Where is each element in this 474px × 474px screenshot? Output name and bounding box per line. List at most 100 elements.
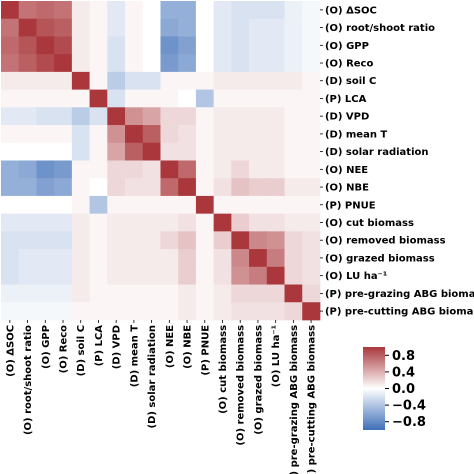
heatmap-cell (266, 36, 285, 55)
column-label: (P) PNUE (200, 325, 211, 376)
heatmap-cell (54, 160, 73, 179)
heatmap-cell (195, 54, 215, 73)
heatmap-cell (18, 71, 37, 90)
column-label: (O) GPP (41, 325, 52, 369)
heatmap-cell (89, 231, 108, 250)
heatmap-cell (142, 178, 161, 197)
row-label: (O) NEE (325, 165, 368, 176)
row-label: (D) soil C (325, 76, 376, 87)
column-label: (D) mean T (129, 325, 140, 387)
heatmap-cell (284, 36, 303, 55)
heatmap-cell (54, 249, 73, 268)
row-label: (P) pre-grazing ABG biomass (325, 289, 474, 300)
heatmap-cell (71, 54, 90, 73)
heatmap-cell (71, 195, 90, 215)
heatmap-cell (54, 18, 73, 37)
heatmap-cell (36, 231, 55, 250)
heatmap-cell (249, 231, 268, 250)
heatmap-cell (1, 18, 20, 37)
column-label: (D) VPD (112, 325, 123, 369)
row-label: (O) cut biomass (325, 218, 414, 229)
heatmap-cell (284, 125, 303, 144)
heatmap-cell (71, 71, 90, 90)
heatmap-cell (142, 142, 161, 161)
heatmap-cell (107, 195, 126, 215)
column-label: (O) ΔSOC (5, 325, 16, 377)
heatmap-cell (266, 160, 285, 179)
row-label: (D) VPD (325, 112, 369, 123)
heatmap-cell (195, 142, 215, 161)
heatmap-cell (125, 18, 144, 37)
colorbar-tick-label: 0.8 (392, 349, 415, 364)
row-label: (O) grazed biomass (325, 253, 435, 264)
column-label: (O) grazed biomass (253, 325, 264, 435)
heatmap-cell (142, 89, 161, 108)
colorbar-ticks: 0.80.4 0.0 −0.4−0.8 (385, 349, 426, 430)
heatmap-cell (36, 213, 55, 232)
heatmap-cell (231, 266, 250, 285)
heatmap-cell (18, 36, 37, 55)
column-label: (O) root/shoot ratio (23, 325, 34, 435)
heatmap-cell (284, 54, 303, 73)
heatmap-cell (249, 1, 268, 20)
heatmap-cell (54, 125, 73, 144)
heatmap-cell (302, 142, 321, 161)
heatmap-cell (125, 160, 144, 179)
heatmap-cell (302, 266, 321, 285)
heatmap-cell (142, 266, 161, 285)
heatmap-cell (178, 249, 197, 268)
heatmap-cell (125, 36, 144, 55)
heatmap-cell (107, 266, 126, 285)
heatmap-cell (249, 213, 268, 232)
heatmap-cell (302, 213, 321, 232)
heatmap-cell (195, 18, 215, 37)
heatmap-cell (302, 125, 321, 144)
column-label: (P) pre-cutting ABG biomass (307, 325, 318, 474)
heatmap-cell (125, 178, 144, 197)
heatmap-cell (160, 54, 179, 73)
heatmap-cell (213, 54, 232, 73)
heatmap-cell (54, 107, 73, 126)
heatmap-cell (178, 54, 197, 73)
heatmap-cell (89, 1, 108, 20)
heatmap-cell (71, 231, 90, 250)
heatmap-cell (18, 266, 37, 285)
heatmap-cell (54, 284, 73, 303)
heatmap-cell (36, 266, 55, 285)
heatmap-cell (249, 284, 268, 303)
heatmap-cell (302, 160, 321, 179)
heatmap-cell (107, 1, 126, 20)
heatmap-cell (71, 213, 90, 232)
heatmap-cell (1, 1, 20, 20)
heatmap-cell (54, 178, 73, 197)
heatmap-cell (284, 213, 303, 232)
heatmap-cell (1, 231, 20, 250)
heatmap-cell (160, 302, 179, 321)
heatmap-cell (195, 231, 215, 250)
heatmap-cell (142, 249, 161, 268)
heatmap-cell (89, 160, 108, 179)
heatmap-cell (160, 142, 179, 161)
heatmap-cell (266, 213, 285, 232)
heatmap-cell (107, 36, 126, 55)
heatmap-cell (54, 266, 73, 285)
heatmap-cell (89, 284, 108, 303)
heatmap-cell (36, 160, 55, 179)
row-label: (O) ΔSOC (325, 5, 377, 16)
heatmap-cell (107, 249, 126, 268)
heatmap-cell (213, 266, 232, 285)
heatmap-cell (125, 125, 144, 144)
column-label: (P) LCA (94, 325, 105, 367)
heatmap-cell (231, 178, 250, 197)
heatmap-cell (213, 36, 232, 55)
heatmap-cell (213, 125, 232, 144)
heatmap-cell (18, 213, 37, 232)
heatmap-cell (195, 89, 215, 108)
heatmap-cell (231, 36, 250, 55)
heatmap-cell (302, 54, 321, 73)
heatmap-cell (249, 249, 268, 268)
column-label: (O) LU ha⁻¹ (271, 325, 282, 387)
heatmap-cell (125, 71, 144, 90)
heatmap-cell (1, 142, 20, 161)
